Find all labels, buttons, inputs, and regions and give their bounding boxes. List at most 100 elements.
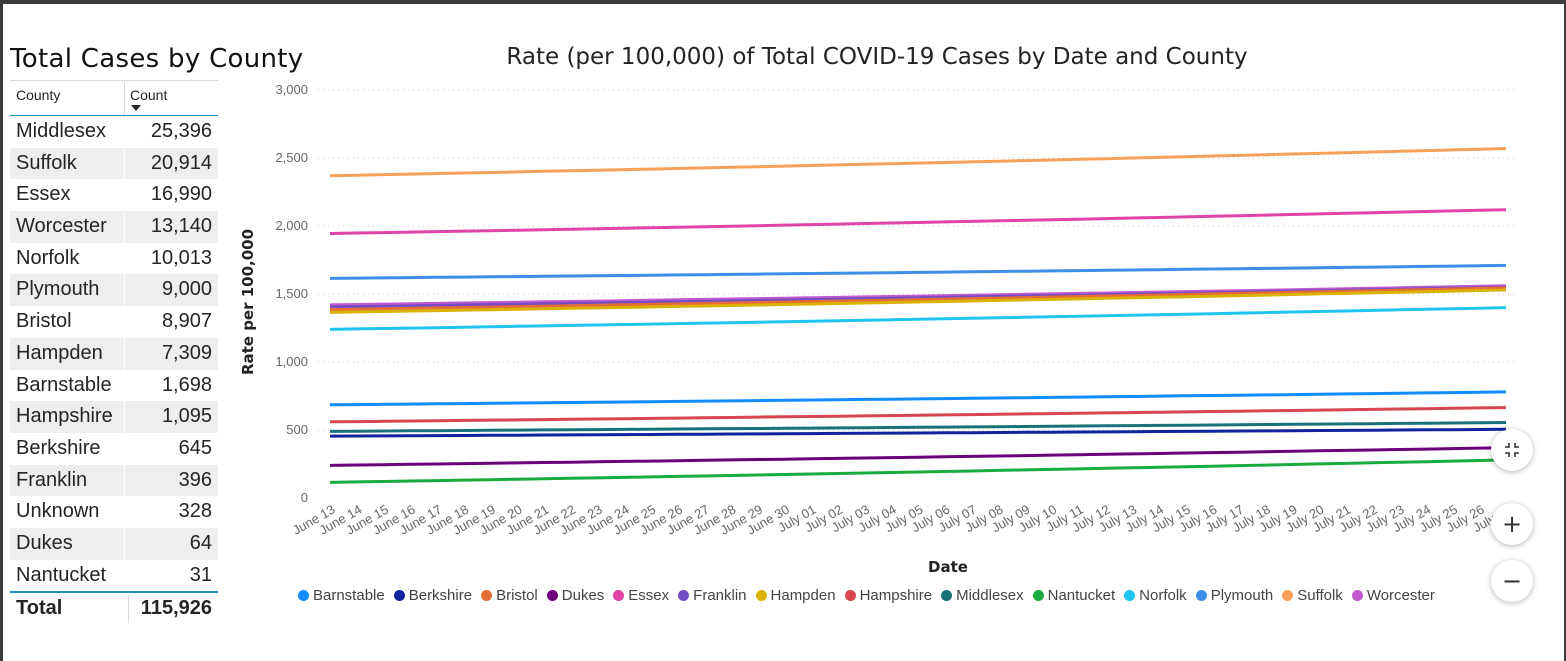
column-header-county[interactable]: County	[16, 87, 61, 103]
county-name: Dukes	[16, 531, 73, 554]
county-count: 64	[189, 531, 212, 554]
table-row[interactable]: Suffolk 20,914	[10, 147, 218, 180]
legend-label: Barnstable	[313, 587, 385, 604]
zoom-in-button[interactable]: +	[1491, 503, 1533, 545]
legend-item-bristol[interactable]: Bristol	[481, 587, 538, 604]
legend-label: Nantucket	[1047, 587, 1116, 604]
sort-descending-icon[interactable]	[131, 105, 141, 111]
table-header: County Count	[10, 80, 218, 116]
legend-item-middlesex[interactable]: Middlesex	[941, 587, 1024, 604]
table-row[interactable]: Essex 16,990	[10, 179, 218, 212]
table-row[interactable]: Norfolk 10,013	[10, 242, 218, 275]
legend-item-berkshire[interactable]: Berkshire	[393, 587, 472, 604]
county-name: Norfolk	[16, 246, 80, 269]
county-name: Barnstable	[16, 373, 112, 396]
legend-marker	[844, 590, 856, 601]
table-row[interactable]: Hampshire 1,095	[10, 401, 218, 433]
legend-item-hampden[interactable]: Hampden	[755, 587, 836, 604]
table-row[interactable]: Barnstable 1,698	[10, 369, 218, 402]
table-row[interactable]: Franklin 396	[10, 464, 218, 497]
y-tick-label: 2,000	[275, 218, 308, 233]
legend-item-worcester[interactable]: Worcester	[1351, 587, 1435, 604]
table-total-row: Total 115,926	[10, 591, 218, 624]
table-row[interactable]: Berkshire 645	[10, 432, 218, 465]
legend-marker	[678, 590, 690, 601]
legend-label: Dukes	[561, 587, 605, 604]
table-row[interactable]: Plymouth 9,000	[10, 274, 218, 307]
collapse-icon	[1505, 443, 1519, 457]
column-divider	[124, 242, 125, 275]
legend-item-franklin[interactable]: Franklin	[678, 587, 747, 604]
legend-item-hampshire[interactable]: Hampshire	[844, 587, 933, 604]
county-name: Berkshire	[16, 436, 101, 459]
chart-legend: Barnstable Berkshire Bristol Dukes Essex Fran…	[298, 587, 1444, 604]
series-line-suffolk	[329, 147, 1507, 178]
column-divider	[124, 274, 125, 307]
column-divider	[124, 337, 125, 370]
legend-item-barnstable[interactable]: Barnstable	[298, 587, 385, 604]
table-row[interactable]: Dukes 64	[10, 527, 218, 560]
column-divider	[124, 527, 125, 560]
legend-item-norfolk[interactable]: Norfolk	[1124, 587, 1187, 604]
x-axis-label: Date	[928, 558, 968, 576]
county-name: Suffolk	[16, 151, 77, 174]
county-count: 7,309	[161, 341, 212, 364]
column-divider	[128, 595, 129, 624]
legend-item-essex[interactable]: Essex	[613, 587, 669, 604]
legend-marker	[546, 590, 558, 601]
series-line-norfolk	[329, 306, 1507, 331]
column-divider	[124, 147, 125, 180]
table-row[interactable]: Hampden 7,309	[10, 337, 218, 370]
county-count: 396	[178, 468, 212, 491]
series-line-essex	[329, 208, 1507, 235]
legend-marker	[1351, 590, 1363, 601]
county-count: 16,990	[150, 183, 212, 206]
series-line-berkshire	[329, 427, 1507, 438]
column-divider	[124, 83, 125, 115]
county-count: 328	[178, 500, 212, 523]
table-row[interactable]: Unknown 328	[10, 496, 218, 528]
legend-label: Hampden	[770, 587, 836, 604]
legend-label: Hampshire	[859, 587, 933, 604]
county-name: Plymouth	[16, 278, 100, 301]
column-divider	[124, 116, 125, 148]
window-right-border	[1564, 0, 1566, 661]
legend-item-suffolk[interactable]: Suffolk	[1282, 587, 1343, 604]
zoom-out-button[interactable]: −	[1491, 560, 1533, 602]
legend-marker	[1124, 590, 1136, 601]
legend-marker	[941, 590, 953, 601]
county-name: Middlesex	[16, 120, 107, 142]
legend-item-plymouth[interactable]: Plymouth	[1195, 587, 1274, 604]
legend-item-nantucket[interactable]: Nantucket	[1032, 587, 1116, 604]
table-row[interactable]: Middlesex 25,396	[10, 116, 218, 148]
county-count: 13,140	[150, 215, 212, 238]
legend-marker	[481, 590, 493, 601]
column-divider	[124, 211, 125, 243]
legend-item-dukes[interactable]: Dukes	[546, 587, 605, 604]
window-left-border	[0, 0, 3, 661]
county-count: 645	[178, 436, 212, 459]
county-name: Nantucket	[16, 563, 107, 586]
series-line-middlesex	[329, 421, 1507, 433]
series-line-dukes	[329, 446, 1507, 467]
column-divider	[124, 559, 125, 592]
column-header-count[interactable]: Count	[130, 87, 168, 103]
county-count: 20,914	[150, 151, 212, 174]
legend-marker	[755, 590, 767, 601]
legend-marker	[1195, 590, 1207, 601]
total-label: Total	[16, 597, 63, 620]
legend-label: Plymouth	[1210, 587, 1274, 604]
total-value: 115,926	[140, 597, 212, 620]
table-body: Middlesex 25,396 Suffolk 20,914 Essex 16,990 W…	[10, 116, 218, 592]
table-row[interactable]: Bristol 8,907	[10, 306, 218, 338]
table-row[interactable]: Worcester 13,140	[10, 211, 218, 243]
legend-marker	[613, 590, 625, 601]
legend-label: Middlesex	[956, 587, 1024, 604]
column-divider	[124, 369, 125, 402]
column-divider	[124, 179, 125, 212]
county-count: 1,095	[161, 405, 212, 428]
legend-label: Essex	[628, 587, 670, 604]
table-row[interactable]: Nantucket 31	[10, 559, 218, 592]
line-chart: 0 500 1,000 1,500 2,000 2,500 3,000 Rate per 10…	[239, 82, 1518, 576]
collapse-button[interactable]	[1491, 429, 1533, 471]
